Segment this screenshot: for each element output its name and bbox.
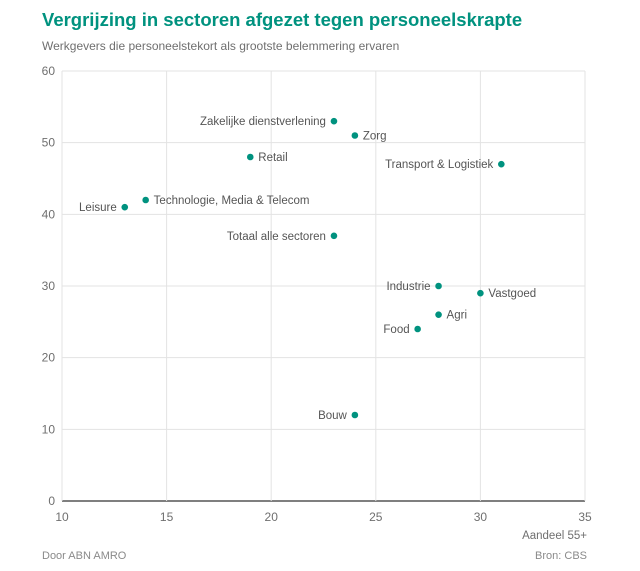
point-label: Bouw — [318, 410, 347, 422]
point-label: Totaal alle sectoren — [227, 231, 326, 243]
y-tick-label: 60 — [42, 64, 56, 78]
grid-lines — [61, 70, 586, 502]
point-label: Zorg — [363, 131, 387, 143]
point-label: Technologie, Media & Telecom — [154, 195, 310, 207]
x-tick-label: 30 — [474, 510, 488, 524]
point-label: Zakelijke dienstverlening — [200, 116, 326, 128]
footer-source: Bron: CBS — [535, 550, 587, 562]
x-tick-labels: 10 15 20 25 30 35 — [55, 510, 592, 524]
point-label: Leisure — [79, 202, 117, 214]
point-label: Retail — [258, 152, 287, 164]
data-point — [121, 203, 129, 211]
point-label: Vastgoed — [488, 288, 536, 300]
y-tick-label: 20 — [42, 351, 56, 365]
data-point — [330, 117, 338, 125]
data-point — [477, 289, 484, 297]
x-tick-label: 35 — [578, 510, 592, 524]
point-label: Agri — [447, 310, 467, 322]
point-labels: Zakelijke dienstverlening Zorg Retail Trans… — [79, 116, 536, 422]
chart-subtitle: Werkgevers die personeelstekort als groo… — [42, 39, 400, 53]
x-tick-label: 10 — [55, 510, 69, 524]
data-point — [498, 160, 505, 168]
data-point — [142, 196, 149, 204]
x-tick-label: 20 — [265, 510, 279, 524]
point-label: Transport & Logistiek — [385, 159, 493, 171]
data-point — [435, 311, 442, 318]
x-axis-title: Aandeel 55+ — [522, 530, 587, 542]
y-tick-label: 50 — [42, 136, 56, 150]
data-point — [351, 132, 359, 139]
y-tick-label: 10 — [42, 422, 56, 436]
data-point — [351, 411, 359, 419]
point-label: Food — [383, 324, 409, 336]
y-tick-label: 0 — [48, 494, 55, 508]
chart-title: Vergrijzing in sectoren afgezet tegen pe… — [42, 9, 523, 30]
data-point — [330, 232, 338, 240]
data-points — [121, 117, 505, 419]
y-tick-labels: 0 10 20 30 40 50 60 — [42, 64, 56, 508]
point-label: Industrie — [386, 281, 430, 293]
y-tick-label: 30 — [42, 279, 56, 293]
x-tick-label: 25 — [369, 510, 383, 524]
x-tick-label: 15 — [160, 510, 174, 524]
y-tick-label: 40 — [42, 207, 56, 221]
data-point — [435, 282, 442, 290]
footer-author: Door ABN AMRO — [42, 550, 127, 562]
data-point — [414, 325, 421, 333]
data-point — [246, 153, 254, 161]
